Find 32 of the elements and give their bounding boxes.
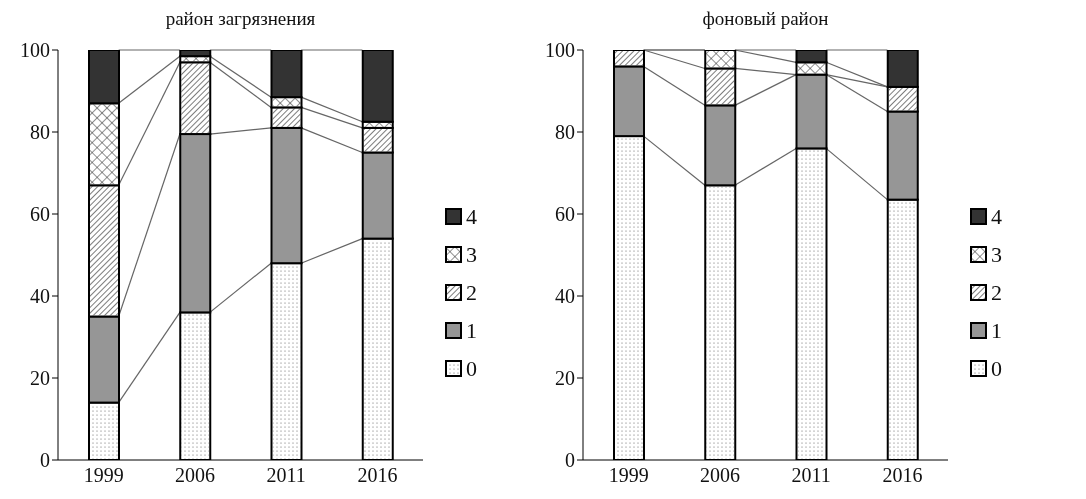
x-tick-label: 2006 bbox=[699, 464, 740, 487]
y-tick-label: 20 bbox=[30, 367, 50, 390]
legend-label: 2 bbox=[991, 280, 1002, 306]
x-tick-label: 2011 bbox=[791, 464, 831, 487]
y-tick-label: 100 bbox=[20, 39, 50, 62]
chart-title: фоновый район bbox=[701, 8, 830, 31]
legend-label: 1 bbox=[991, 318, 1002, 344]
legend-label: 3 bbox=[466, 242, 477, 268]
y-tick-label: 40 bbox=[555, 285, 575, 308]
legend-label: 4 bbox=[991, 204, 1002, 230]
y-tick-label: 0 bbox=[40, 449, 50, 472]
x-tick-label: 1999 bbox=[83, 464, 124, 487]
legend-label: 1 bbox=[466, 318, 477, 344]
y-tick-label: 20 bbox=[555, 367, 575, 390]
x-tick-label: 2016 bbox=[357, 464, 398, 487]
x-tick-label: 2016 bbox=[882, 464, 923, 487]
legend-label: 0 bbox=[991, 356, 1002, 382]
legend-label: 4 bbox=[466, 204, 477, 230]
legend-label: 3 bbox=[991, 242, 1002, 268]
legend-label: 0 bbox=[466, 356, 477, 382]
chart-title: район загрязнения bbox=[164, 8, 317, 31]
y-tick-label: 0 bbox=[565, 449, 575, 472]
x-tick-label: 2011 bbox=[266, 464, 306, 487]
y-tick-label: 80 bbox=[30, 121, 50, 144]
y-tick-label: 60 bbox=[30, 203, 50, 226]
x-tick-label: 2006 bbox=[174, 464, 215, 487]
legend-label: 2 bbox=[466, 280, 477, 306]
y-tick-label: 80 bbox=[555, 121, 575, 144]
y-tick-label: 60 bbox=[555, 203, 575, 226]
y-tick-label: 100 bbox=[545, 39, 575, 62]
y-tick-label: 40 bbox=[30, 285, 50, 308]
x-tick-label: 1999 bbox=[608, 464, 649, 487]
